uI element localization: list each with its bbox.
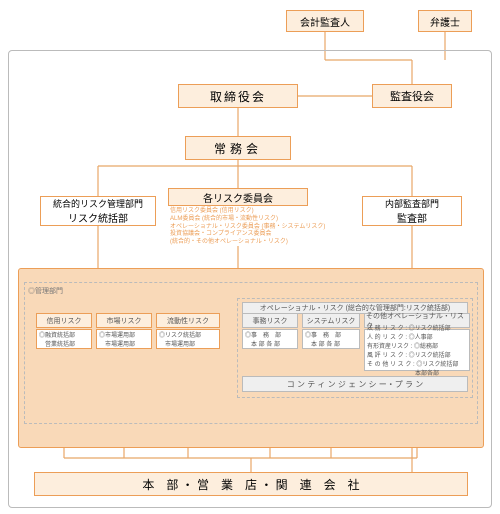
- risk-title-liquidity: 流動性リスク: [156, 313, 220, 328]
- risk-title-system: システムリスク: [302, 313, 360, 328]
- contingency-box: コ ン テ ィ ン ジ ェ ン シ ー・プ ラ ン: [242, 376, 468, 392]
- board-label: 取締役会: [210, 88, 266, 105]
- contingency-label: コ ン テ ィ ン ジ ェ ン シ ー・プ ラ ン: [287, 379, 423, 390]
- mgmt-label: ◎管理部門: [28, 286, 63, 296]
- internal-line2: 監査部: [397, 210, 427, 225]
- auditor-label: 会計監査人: [300, 14, 350, 29]
- bottom-box: 本 部 ・ 営 業 店 ・ 関 連 会 社: [34, 472, 468, 496]
- integrated-line2: リスク統括部: [68, 210, 128, 225]
- risk-body-market: ◎市場運用部 市場運用部: [96, 329, 152, 349]
- lawyer-label: 弁護士: [430, 14, 460, 29]
- board-box: 取締役会: [178, 84, 298, 108]
- risk-title-credit: 信用リスク: [36, 313, 92, 328]
- integrated-line1: 統合的リスク管理部門: [53, 197, 143, 210]
- risk-body-office: ◎事 務 部 本 部 各 部: [242, 329, 298, 349]
- committees-box: 各リスク委員会: [168, 188, 308, 206]
- risk-title-market: 市場リスク: [96, 313, 152, 328]
- exec-box: 常務会: [185, 136, 291, 160]
- committees-detail: 信用リスク委員会 (信用リスク) ALM委員会 (統合的市場・流動性リスク) オ…: [168, 206, 324, 246]
- lawyer-box: 弁護士: [418, 10, 472, 32]
- exec-label: 常務会: [214, 140, 262, 157]
- audit-board-box: 監査役会: [372, 84, 452, 108]
- internal-line1: 内部監査部門: [385, 197, 439, 210]
- integrated-box: 統合的リスク管理部門 リスク統括部: [40, 196, 156, 226]
- internal-box: 内部監査部門 監査部: [362, 196, 462, 226]
- risk-body-system: ◎事 務 部 本 部 各 部: [302, 329, 360, 349]
- risk-body-credit: ◎融資統括部 営業統括部: [36, 329, 92, 349]
- committees-label: 各リスク委員会: [203, 190, 273, 205]
- auditor-box: 会計監査人: [286, 10, 364, 32]
- risk-title-office: 事務リスク: [242, 313, 298, 328]
- risk-body-liquidity: ◎リスク統括部 市場運用部: [156, 329, 220, 349]
- risk-body-other: 法 務 リ ス ク : ◎リスク統括部 人 的 リ ス ク : ◎人事部 有形資…: [364, 329, 470, 371]
- audit-board-label: 監査役会: [390, 88, 434, 104]
- bottom-label: 本 部 ・ 営 業 店 ・ 関 連 会 社: [142, 476, 359, 493]
